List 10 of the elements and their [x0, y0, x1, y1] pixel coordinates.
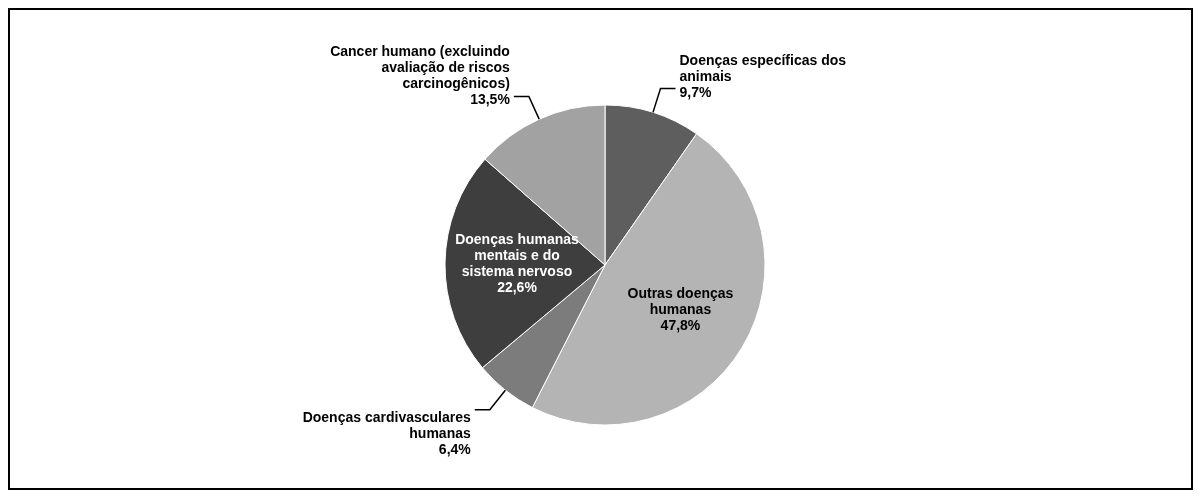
slice-label: Doenças humanas mentais e do sistema nervoso: [455, 230, 580, 279]
slice-label: Doenças cardivasculares humanas: [302, 408, 471, 441]
slice-label: Doenças específicas dos animais: [679, 51, 847, 84]
data-label: 13,5%: [470, 91, 511, 108]
data-label: 9,7%: [679, 83, 712, 100]
data-label: 22,6%: [497, 278, 538, 295]
slice-label: Cancer humano (excluindo avaliação de riscos carcinogênicos): [330, 43, 511, 92]
data-label: 47,8%: [660, 316, 701, 333]
data-label: 6,4%: [438, 440, 472, 457]
slice-label: Outras doenças humanas: [627, 284, 734, 317]
